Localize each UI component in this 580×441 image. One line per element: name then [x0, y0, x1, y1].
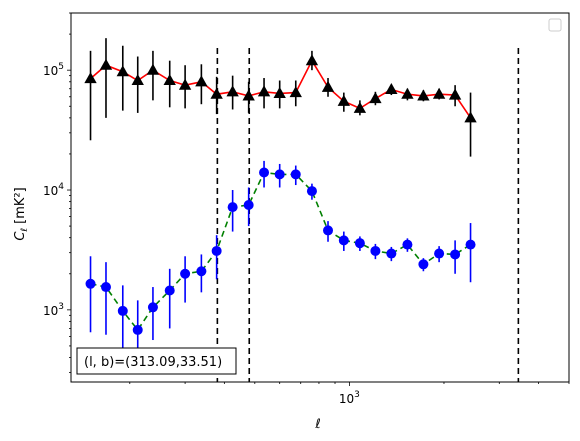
legend-box	[548, 18, 562, 32]
y-axis-label: Cℓ [mK²]	[13, 187, 30, 240]
data-point	[289, 86, 302, 98]
data-point	[402, 239, 413, 250]
data-point	[273, 86, 286, 98]
data-point	[84, 72, 97, 84]
x-tick-label: 103	[339, 390, 360, 406]
data-point	[178, 78, 192, 90]
data-point	[401, 87, 414, 99]
data-point	[131, 74, 144, 86]
tick-exponent: 4	[58, 182, 64, 192]
data-point	[211, 245, 222, 256]
data-point	[146, 63, 160, 75]
data-point	[418, 259, 429, 270]
series-1	[85, 160, 476, 373]
tick-exponent: 3	[354, 390, 360, 400]
tick-base: 10	[339, 392, 354, 406]
y-tick-label: 105	[43, 62, 64, 78]
series-layer	[84, 38, 477, 373]
data-point	[450, 249, 461, 260]
data-point	[257, 85, 271, 97]
y-tick-label: 103	[43, 302, 64, 318]
annotation-box: (l, b)=(313.09,33.51)	[76, 347, 237, 375]
data-point	[369, 92, 382, 104]
data-point	[465, 239, 476, 250]
data-point	[337, 94, 350, 106]
data-point	[163, 74, 176, 86]
data-point	[432, 87, 446, 99]
tick-base: 10	[43, 304, 58, 318]
data-point	[242, 89, 255, 101]
data-point	[117, 305, 128, 316]
data-point	[99, 58, 113, 70]
data-point	[353, 101, 367, 113]
y-axis-label-sub: ℓ	[20, 228, 30, 233]
data-point	[274, 169, 285, 180]
annotation-frame	[76, 347, 237, 375]
annotation-text: (l, b)=(313.09,33.51)	[84, 355, 222, 370]
data-point	[323, 225, 334, 236]
data-point	[448, 88, 462, 100]
data-point	[354, 238, 365, 249]
y-axis-label-unit: [mK²]	[13, 187, 28, 224]
data-point	[259, 167, 270, 178]
data-point	[243, 199, 254, 210]
data-point	[196, 266, 207, 277]
data-point	[226, 85, 239, 97]
data-point	[434, 248, 445, 259]
data-point	[100, 282, 111, 293]
data-point	[164, 285, 175, 296]
data-point	[385, 82, 398, 95]
y-axis-label-main: C	[13, 231, 28, 241]
legend	[548, 18, 562, 32]
data-point	[116, 65, 129, 77]
data-point	[210, 87, 223, 99]
data-point	[305, 54, 319, 66]
tick-exponent: 5	[58, 62, 64, 72]
plot-frame	[70, 12, 570, 383]
x-axis-label: ℓ	[314, 417, 320, 432]
data-point	[85, 278, 96, 289]
data-point	[195, 75, 208, 87]
data-point	[180, 268, 191, 279]
y-tick-label: 104	[43, 182, 64, 198]
data-point	[417, 89, 430, 101]
data-point	[321, 80, 335, 92]
series-0	[84, 38, 477, 157]
data-point	[370, 245, 381, 256]
data-point	[227, 202, 238, 213]
tick-base: 10	[43, 64, 58, 78]
data-point	[306, 186, 317, 197]
data-point	[338, 235, 349, 246]
data-point	[464, 111, 477, 123]
data-point	[132, 324, 143, 335]
tick-exponent: 3	[58, 302, 64, 312]
data-point	[290, 169, 301, 180]
data-point	[386, 248, 397, 259]
tick-base: 10	[43, 184, 58, 198]
data-point	[147, 302, 158, 313]
